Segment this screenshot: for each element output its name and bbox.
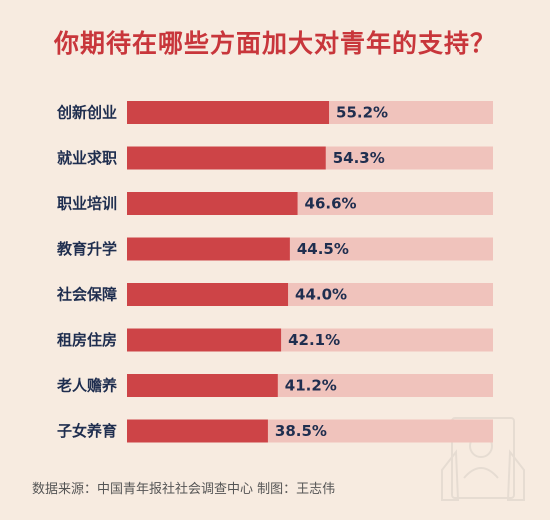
chart-title: 你期待在哪些方面加大对青年的支持？ <box>53 29 496 58</box>
bar-1 <box>127 146 326 170</box>
category-label: 就业求职 <box>57 149 117 167</box>
source-note: 数据来源：中国青年报社社会调查中心 制图：王志伟 <box>32 482 336 497</box>
bar-4 <box>127 283 289 306</box>
category-label: 社会保障 <box>56 286 117 304</box>
value-label: 44.5% <box>297 240 349 258</box>
category-label: 老人赡养 <box>56 377 118 395</box>
category-label: 租房住房 <box>57 331 117 349</box>
category-label: 职业培训 <box>57 195 117 213</box>
value-label: 54.3% <box>333 149 385 167</box>
value-label: 38.5% <box>275 422 327 440</box>
category-label: 教育升学 <box>56 240 117 258</box>
bar-2 <box>127 192 298 215</box>
value-label: 42.1% <box>288 331 340 349</box>
value-label: 46.6% <box>305 195 357 213</box>
value-label: 44.0% <box>295 286 347 304</box>
bar-5 <box>127 328 282 352</box>
category-label: 创新创业 <box>56 104 117 122</box>
value-label: 41.2% <box>285 377 337 395</box>
bar-6 <box>127 374 278 397</box>
value-label: 55.2% <box>336 104 388 122</box>
bar-0 <box>127 101 330 124</box>
category-label: 子女养育 <box>57 422 117 440</box>
bar-7 <box>127 419 268 443</box>
bar-3 <box>127 237 290 261</box>
